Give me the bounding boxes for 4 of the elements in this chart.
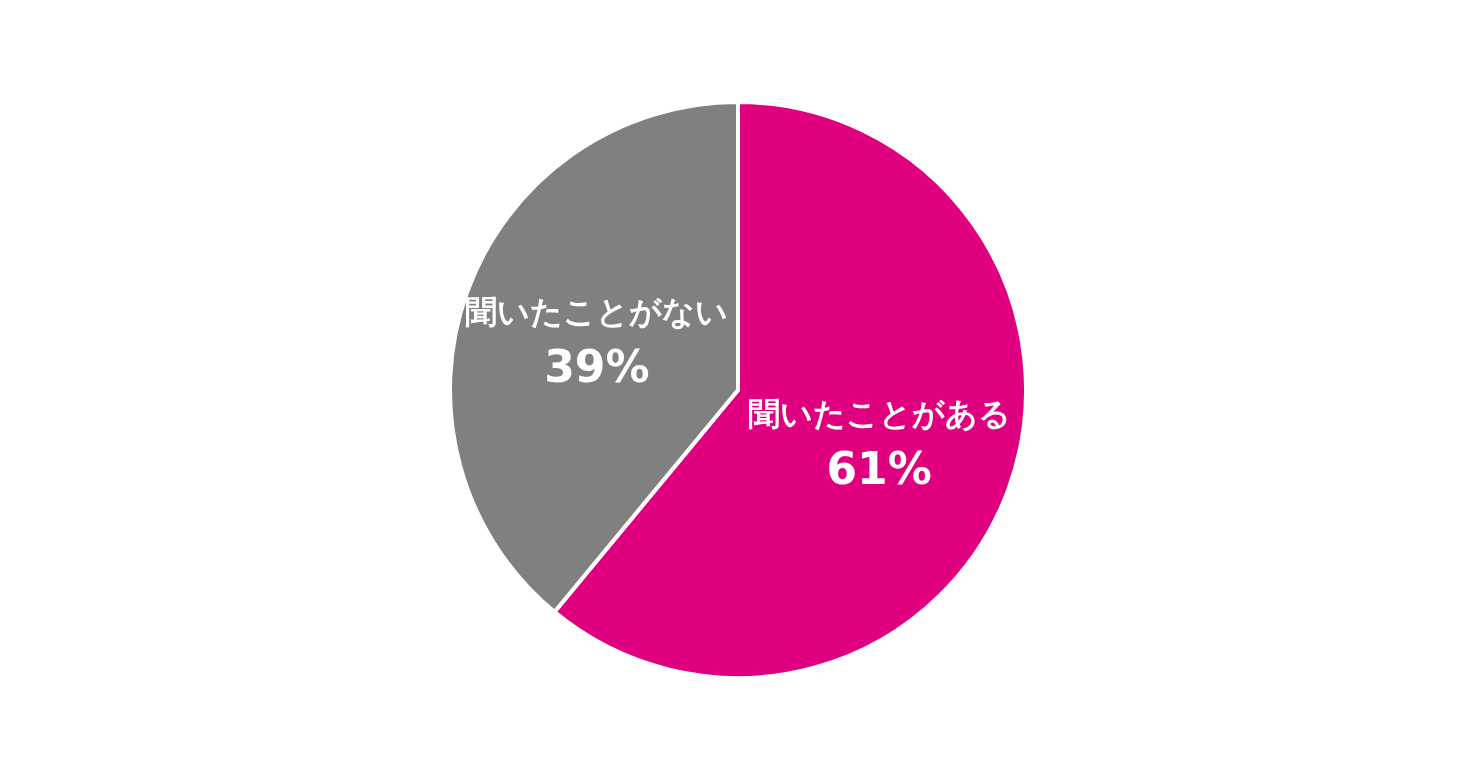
data-label: 61% — [826, 442, 932, 494]
slice-label: 聞いたことがある — [747, 394, 1011, 433]
slice-label: 聞いたことがない — [465, 293, 729, 332]
data-label: 39% — [544, 341, 650, 393]
